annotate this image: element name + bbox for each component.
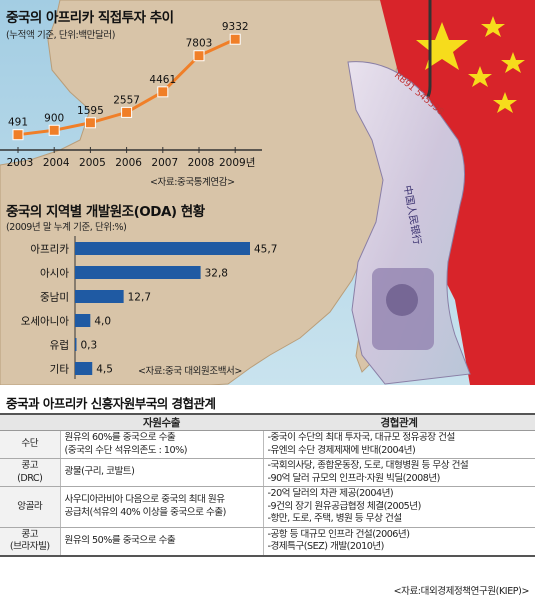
bar xyxy=(75,314,91,327)
table-cell-resource: 광물(구리, 코발트) xyxy=(60,458,264,487)
table-cell-country: 콩고 (브라자빌) xyxy=(0,527,61,557)
bar-value-label: 12,7 xyxy=(128,292,151,304)
table-header-country xyxy=(0,413,60,431)
table-cell-line: 콩고 xyxy=(21,528,39,540)
line-value-label: 900 xyxy=(44,112,64,124)
table-cell-resource: 사우디아라비아 다음으로 중국의 최대 원유 공급처(석유의 40% 이상을 중국… xyxy=(60,486,264,528)
table-cell-line: 원유의 50%를 중국으로 수출 xyxy=(64,534,176,546)
bar-category-label: 유럽 xyxy=(50,339,69,352)
portrait-head xyxy=(386,284,418,316)
line-x-tick-label: 2006 xyxy=(115,157,142,169)
line-chart-subtitle: (누적액 기준, 단위:백만달러) xyxy=(6,30,116,41)
bar xyxy=(75,266,201,279)
table-cell-country: 앙골라 xyxy=(0,486,61,528)
line-x-tick-label: 2008 xyxy=(188,157,215,169)
line-point xyxy=(157,86,169,98)
line-value-label: 4461 xyxy=(149,74,176,86)
bar-category-label: 아프리카 xyxy=(30,244,69,256)
line-value-label: 2557 xyxy=(113,94,140,106)
table-cell-line: -항만, 도로, 주택, 병원 등 무상 건설 xyxy=(267,513,403,524)
table-cell-line: 콩고 xyxy=(21,460,39,471)
table-cell-line: (중국의 수단 석유의존도 : 10%) xyxy=(64,444,188,456)
table-cell-line: (브라자빌) xyxy=(9,541,50,552)
bar-category-label: 기타 xyxy=(50,364,70,376)
table-cell-line: -국회의사당, 종합운동장, 도로, 대형병원 등 무상 건설 xyxy=(267,460,469,471)
line-x-tick-label: 2009년 xyxy=(219,157,255,169)
table-row: 앙골라 사우디아라비아 다음으로 중국의 최대 원유 공급처(석유의 40% 이상을… xyxy=(0,486,535,528)
bar-chart: 아프리카 45,7 아시아 32,8 중남미 12,7 오세아니아 4,0 유럽 0,3 기타 4,5 xyxy=(21,236,277,379)
table-cell-line: 공급처(석유의 40% 이상을 중국으로 수출) xyxy=(64,506,227,518)
relation-table-section: 중국과 아프리카 신흥자원부국의 경협관계 자원수출 경협관계 수단 원유의 60… xyxy=(0,387,535,595)
bar-value-label: 32,8 xyxy=(205,268,228,280)
table-cell-line: 광물(구리, 코발트) xyxy=(64,466,135,478)
table-header-row: 자원수출 경협관계 xyxy=(0,413,535,431)
bar-value-label: 4,5 xyxy=(96,364,113,376)
bar-chart-source: <자료:중국 대외원조백서> xyxy=(138,366,242,377)
table-row: 콩고 (DRC) 광물(구리, 코발트) -국회의사당, 종합운동장, 도로, 대형병… xyxy=(0,458,535,487)
table-cell-line: -경제특구(SEZ) 개발(2010년) xyxy=(267,541,385,552)
bar-value-label: 4,0 xyxy=(94,316,111,328)
table-cell-line: -유엔의 수단 경제제재에 반대(2004년) xyxy=(267,444,416,456)
background-illustration: RB91 545538 中国人民银行 xyxy=(0,0,535,385)
line-value-label: 1595 xyxy=(77,105,104,117)
line-point xyxy=(121,106,133,118)
line-x-tick-label: 2005 xyxy=(79,157,106,169)
bar-chart-subtitle: (2009년 말 누계 기준, 단위:%) xyxy=(6,222,127,233)
table-cell-line: 원유의 60%를 중국으로 수출 xyxy=(64,432,176,443)
table-cell-relation: -20억 달러의 차관 제공(2004년) -9건의 장기 원유공급협정 체결(2… xyxy=(263,486,535,528)
line-chart-source: <자료:중국통계연감> xyxy=(150,177,235,188)
table-cell-line: 수단 xyxy=(21,438,39,450)
table-cell-line: -90억 달러 규모의 인프라·자원 빅딜(2008년) xyxy=(267,472,441,484)
table-cell-line: 사우디아라비아 다음으로 중국의 최대 원유 xyxy=(64,494,226,506)
table-title: 중국과 아프리카 신흥자원부국의 경협관계 xyxy=(6,396,216,411)
line-x-tick-label: 2004 xyxy=(43,157,70,169)
bar xyxy=(75,362,93,375)
bar xyxy=(75,242,250,255)
line-value-label: 491 xyxy=(8,117,28,129)
line-chart-title: 중국의 아프리카 직접투자 추이 xyxy=(6,10,174,26)
table-row: 수단 원유의 60%를 중국으로 수출 (중국의 수단 석유의존도 : 10%) -중… xyxy=(0,430,535,459)
line-point xyxy=(48,124,60,136)
line-x-tick-label: 2003 xyxy=(7,157,34,169)
table-cell-resource: 원유의 60%를 중국으로 수출 (중국의 수단 석유의존도 : 10%) xyxy=(60,430,264,459)
table-cell-line: -공항 등 대규모 인프라 건설(2006년) xyxy=(267,528,410,540)
table-cell-resource: 원유의 50%를 중국으로 수출 xyxy=(60,527,264,557)
bar-category-label: 아시아 xyxy=(40,268,69,280)
line-value-label: 7803 xyxy=(186,38,213,50)
table-cell-relation: -중국이 수단의 최대 투자국, 대규모 정유공장 건설 -유엔의 수단 경제제재… xyxy=(263,430,535,459)
table-cell-relation: -국회의사당, 종합운동장, 도로, 대형병원 등 무상 건설 -90억 달러 규… xyxy=(263,458,535,487)
line-point xyxy=(12,129,24,141)
table-cell-line: -9건의 장기 원유공급협정 체결(2005년) xyxy=(267,500,422,512)
line-point xyxy=(84,117,96,129)
bar-value-label: 45,7 xyxy=(254,244,277,256)
line-value-label: 9332 xyxy=(222,21,249,33)
table-cell-line: -20억 달러의 차관 제공(2004년) xyxy=(267,488,394,499)
table-cell-line: 앙골라 xyxy=(17,500,43,512)
bar-category-label: 중남미 xyxy=(40,292,69,304)
bar-category-label: 오세아니아 xyxy=(21,316,70,328)
line-x-tick-label: 2007 xyxy=(151,157,178,169)
table-header-relation: 경협관계 xyxy=(263,413,535,431)
table-cell-line: (DRC) xyxy=(17,472,43,484)
relation-table: 자원수출 경협관계 수단 원유의 60%를 중국으로 수출 (중국의 수단 석유의존… xyxy=(0,413,535,557)
table-cell-country: 수단 xyxy=(0,430,61,459)
bar xyxy=(75,290,124,303)
line-chart: 491 2003 900 2004 1595 2005 2557 2006 4461 2007 78… xyxy=(0,21,262,169)
table-row: 콩고 (브라자빌) 원유의 50%를 중국으로 수출 -공항 등 대규모 인프라 건설… xyxy=(0,527,535,557)
table-cell-relation: -공항 등 대규모 인프라 건설(2006년) -경제특구(SEZ) 개발(201… xyxy=(263,527,535,557)
table-header-resource: 자원수출 xyxy=(60,413,263,431)
table-source: <자료:대외경제정책연구원(KIEP)> xyxy=(393,586,530,595)
table-cell-line: -중국이 수단의 최대 투자국, 대규모 정유공장 건설 xyxy=(267,432,456,443)
bar-value-label: 0,3 xyxy=(81,340,98,352)
bar xyxy=(75,338,77,351)
line-point xyxy=(229,33,241,45)
line-point xyxy=(193,50,205,62)
bar-chart-title: 중국의 지역별 개발원조(ODA) 현황 xyxy=(6,204,205,220)
table-cell-country: 콩고 (DRC) xyxy=(0,458,61,487)
